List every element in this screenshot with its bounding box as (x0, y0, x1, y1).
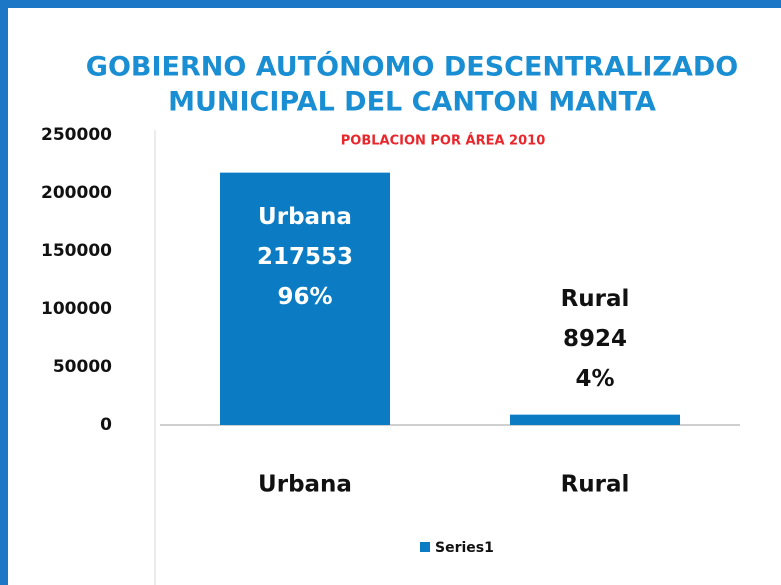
chart-title: MUNICIPAL DEL CANTON MANTA (168, 87, 656, 118)
data-label: Rural (561, 286, 630, 312)
y-tick-label: 50000 (53, 357, 112, 377)
y-tick-label: 0 (100, 415, 112, 435)
legend-swatch (420, 542, 430, 552)
legend-label: Series1 (435, 540, 494, 556)
data-label: Urbana (258, 204, 352, 230)
data-label: 4% (575, 366, 614, 392)
x-tick-label: Rural (561, 472, 630, 498)
y-tick-label: 250000 (41, 125, 112, 145)
y-tick-label: 100000 (41, 299, 112, 319)
y-tick-label: 150000 (41, 241, 112, 261)
data-label: 8924 (563, 326, 627, 352)
y-tick-label: 200000 (41, 183, 112, 203)
bar (220, 172, 390, 425)
chart-title: GOBIERNO AUTÓNOMO DESCENTRALIZADO (86, 51, 738, 83)
x-tick-label: Urbana (258, 472, 352, 498)
data-label: 217553 (257, 244, 353, 270)
data-label: 96% (277, 284, 332, 310)
chart-subtitle: POBLACION POR ÁREA 2010 (341, 133, 546, 149)
bar (510, 414, 680, 425)
